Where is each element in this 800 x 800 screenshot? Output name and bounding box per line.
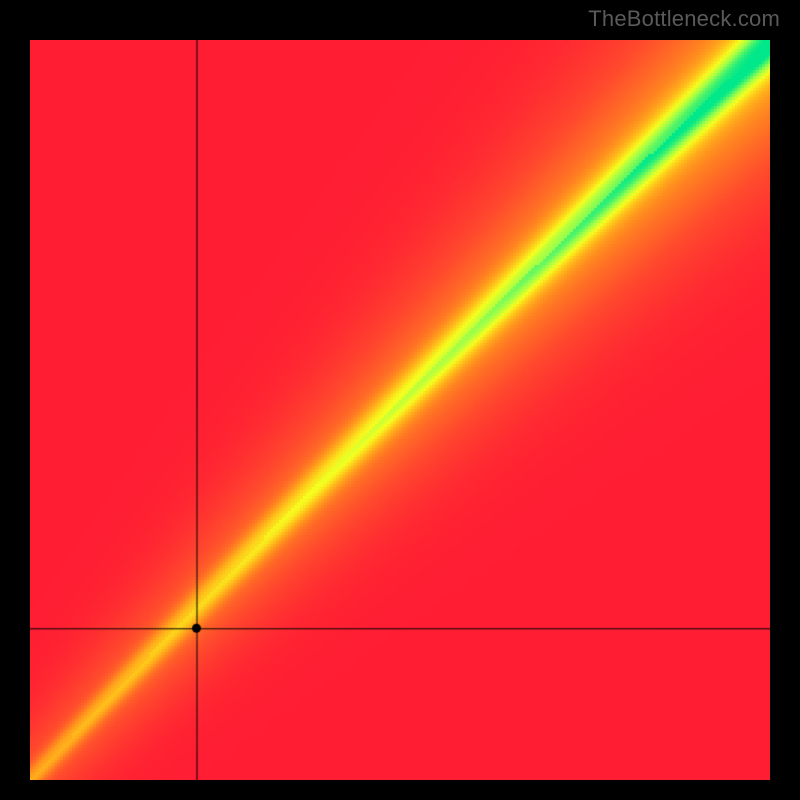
heatmap-canvas — [30, 40, 770, 780]
heatmap-plot — [30, 40, 770, 780]
watermark-text: TheBottleneck.com — [588, 6, 780, 32]
